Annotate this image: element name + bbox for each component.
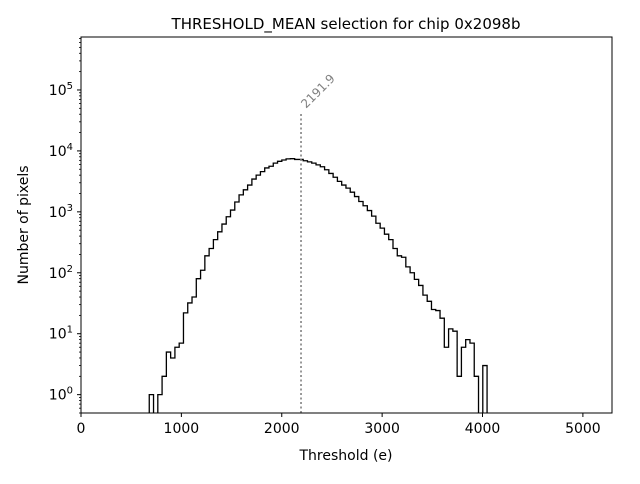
y-tick-base: 10	[49, 144, 67, 160]
x-tick-label: 2000	[264, 421, 300, 437]
mean-marker-label: 2191.9	[298, 71, 338, 111]
y-tick-exponent: 5	[67, 81, 73, 92]
x-tick-label: 4000	[465, 421, 501, 437]
x-tick-label: 0	[77, 421, 86, 437]
x-tick-label: 3000	[364, 421, 400, 437]
x-tick-label: 1000	[164, 421, 200, 437]
x-tick-label: 5000	[565, 421, 601, 437]
y-tick-label: 104	[49, 142, 73, 160]
y-tick-base: 10	[49, 266, 67, 282]
y-tick-exponent: 0	[67, 386, 73, 397]
y-tick-base: 10	[49, 327, 67, 343]
histogram-steps	[148, 158, 488, 413]
y-tick-base: 10	[49, 388, 67, 404]
chart-title: THRESHOLD_MEAN selection for chip 0x2098…	[171, 15, 521, 34]
y-tick-exponent: 1	[67, 325, 73, 336]
y-axis-label: Number of pixels	[16, 165, 32, 284]
plot-area: 2191.90 1000 2000 3000 4000 50001001011021031…	[49, 36, 613, 437]
y-tick-label: 102	[49, 264, 73, 282]
axes-frame	[80, 36, 613, 414]
y-tick-exponent: 2	[67, 264, 73, 275]
y-tick-label: 103	[49, 203, 73, 221]
y-tick-label: 100	[49, 386, 73, 404]
x-axis-label: Threshold (e)	[299, 448, 393, 464]
y-tick-label: 101	[49, 325, 73, 343]
y-tick-base: 10	[49, 205, 67, 221]
y-tick-base: 10	[49, 83, 67, 99]
y-tick-exponent: 3	[67, 203, 73, 214]
y-tick-exponent: 4	[67, 142, 73, 153]
y-tick-label: 105	[49, 81, 73, 99]
